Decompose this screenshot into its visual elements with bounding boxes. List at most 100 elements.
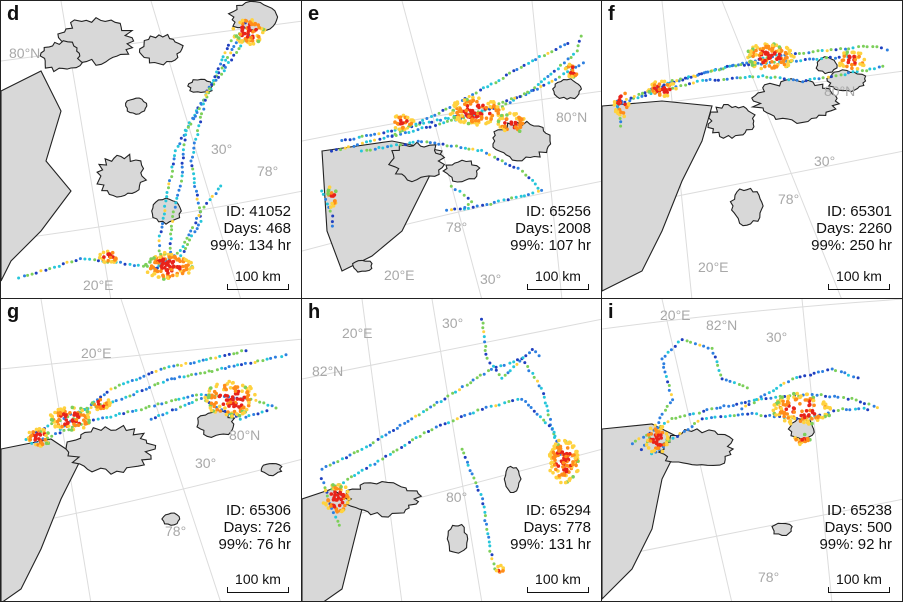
gps-fix-dense bbox=[56, 411, 60, 415]
scale-bar-line bbox=[828, 587, 890, 593]
gps-fix-dense bbox=[31, 430, 36, 434]
gps-fix-dense bbox=[789, 58, 794, 63]
landmass bbox=[39, 40, 84, 73]
gps-fix bbox=[433, 113, 437, 117]
gps-fix-dense bbox=[228, 386, 233, 390]
map-canvas bbox=[302, 1, 601, 298]
gps-fix bbox=[346, 145, 350, 149]
gps-fix bbox=[411, 140, 415, 144]
gps-fix-dense bbox=[567, 62, 572, 67]
tag-id: ID: 65238 bbox=[826, 502, 892, 519]
gps-fix-dense bbox=[649, 432, 653, 436]
gps-fix bbox=[453, 188, 457, 192]
gps-fix bbox=[173, 149, 177, 153]
gps-fix bbox=[165, 195, 169, 199]
gps-fix bbox=[480, 407, 484, 411]
gps-fix bbox=[149, 417, 153, 421]
gps-fix-dense bbox=[103, 260, 107, 264]
gps-fix bbox=[381, 457, 385, 461]
gps-fix bbox=[176, 363, 180, 367]
gps-fix bbox=[451, 419, 455, 423]
gps-fix bbox=[730, 76, 734, 80]
gps-fix-dense bbox=[656, 437, 661, 441]
gps-fix bbox=[214, 192, 218, 196]
gps-fix bbox=[136, 263, 140, 267]
gps-fix bbox=[113, 386, 117, 390]
gps-fix bbox=[846, 71, 850, 75]
gps-fix bbox=[451, 391, 455, 395]
gps-fix bbox=[684, 83, 688, 87]
gps-fix bbox=[740, 407, 744, 411]
landmass bbox=[707, 103, 756, 139]
gps-fix bbox=[144, 387, 148, 391]
gps-fix bbox=[537, 354, 541, 358]
gps-fix bbox=[463, 455, 467, 459]
gps-fix-dense bbox=[162, 277, 166, 281]
gps-fix-dense bbox=[852, 54, 856, 59]
gps-fix-dense bbox=[240, 389, 244, 393]
gps-fix bbox=[181, 245, 185, 249]
gps-fix bbox=[449, 118, 453, 122]
track-info: ID: 65238 Days: 500 99%: 92 hr bbox=[819, 502, 892, 553]
gps-fix bbox=[846, 373, 850, 377]
panel-label: h bbox=[308, 301, 321, 323]
gps-fix bbox=[833, 394, 837, 398]
gps-fix-dense bbox=[326, 192, 330, 196]
gps-fix-dense bbox=[496, 122, 501, 126]
gps-fix-dense bbox=[805, 420, 810, 425]
gps-fix bbox=[340, 139, 344, 142]
gps-fix-dense bbox=[475, 99, 479, 104]
gps-fix bbox=[161, 380, 165, 384]
gps-fix bbox=[671, 436, 675, 440]
gps-fix-dense bbox=[467, 114, 471, 119]
tracking-days: Days: 778 bbox=[523, 519, 591, 536]
gps-fix bbox=[713, 415, 717, 419]
gps-fix bbox=[319, 477, 323, 481]
gps-fix bbox=[109, 415, 113, 419]
gridline-label-lon: 30° bbox=[814, 153, 836, 169]
gps-fix bbox=[808, 57, 812, 61]
gps-fix bbox=[124, 395, 128, 399]
gps-fix-dense bbox=[338, 492, 343, 496]
gps-fix bbox=[78, 257, 82, 261]
gps-fix bbox=[799, 59, 803, 63]
gps-fix-dense bbox=[562, 473, 567, 477]
gps-fix bbox=[406, 126, 409, 130]
gps-fix bbox=[543, 401, 547, 405]
gps-fix-dense bbox=[488, 104, 492, 109]
gps-fix bbox=[220, 58, 224, 62]
gps-fix bbox=[476, 488, 480, 492]
track-info: ID: 65256 Days: 2008 99%: 107 hr bbox=[510, 203, 591, 254]
gps-fix-dense bbox=[333, 199, 337, 203]
gps-fix bbox=[559, 63, 562, 67]
gps-fix bbox=[120, 397, 124, 401]
gps-fix bbox=[153, 383, 157, 387]
gps-fix-dense bbox=[550, 465, 554, 469]
gps-fix bbox=[764, 414, 767, 418]
gps-fix bbox=[502, 363, 506, 367]
gps-fix bbox=[61, 262, 65, 266]
gps-fix bbox=[872, 67, 876, 71]
gps-fix bbox=[755, 412, 759, 416]
landmass bbox=[138, 33, 184, 66]
gps-fix bbox=[716, 78, 720, 82]
gps-fix bbox=[192, 172, 196, 176]
gps-fix bbox=[872, 404, 876, 408]
gps-fix bbox=[691, 81, 695, 85]
gps-fix bbox=[793, 52, 797, 56]
gps-fix bbox=[700, 417, 704, 421]
track-info: ID: 65294 Days: 778 99%: 131 hr bbox=[510, 502, 591, 553]
gps-fix bbox=[425, 140, 429, 144]
map-panel-f: f 80°N 30° 78° 20°E ID: 65301 Days: 2260… bbox=[601, 0, 903, 299]
gps-fix-dense bbox=[664, 93, 669, 98]
gps-fix bbox=[811, 57, 815, 61]
gps-fix-dense bbox=[503, 128, 507, 133]
gps-fix bbox=[782, 381, 786, 385]
gridline-label-lon: 30° bbox=[195, 455, 217, 471]
gps-fix bbox=[159, 367, 163, 371]
gps-fix bbox=[460, 447, 464, 451]
gps-fix-dense bbox=[664, 431, 669, 436]
gps-fix bbox=[65, 260, 69, 264]
gps-fix bbox=[483, 514, 487, 518]
gps-fix bbox=[463, 146, 467, 150]
